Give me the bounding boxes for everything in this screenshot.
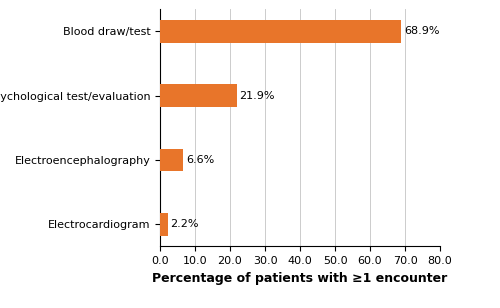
- Text: 2.2%: 2.2%: [170, 219, 199, 229]
- Text: 21.9%: 21.9%: [240, 91, 275, 101]
- Text: 6.6%: 6.6%: [186, 155, 214, 165]
- Bar: [160, 84, 236, 107]
- X-axis label: Percentage of patients with ≥1 encounter: Percentage of patients with ≥1 encounter: [152, 272, 448, 285]
- Bar: [160, 20, 401, 43]
- Bar: [160, 149, 183, 171]
- Text: 68.9%: 68.9%: [404, 26, 440, 36]
- Bar: [160, 213, 168, 236]
